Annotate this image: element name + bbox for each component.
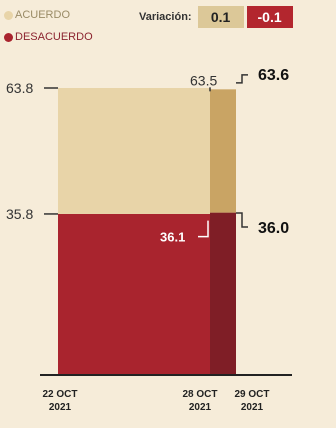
variacion-label: Variación:: [139, 11, 192, 23]
leader-acuerdo-29oct: [236, 74, 248, 84]
leader-desacuerdo-28oct: [198, 220, 209, 238]
legend-item-desacuerdo: DESACUERDO: [4, 26, 93, 48]
leader-desacuerdo-29oct: [236, 212, 248, 228]
category-year-label-1: 2021: [189, 402, 212, 413]
variacion-box: Variación: 0.1 -0.1: [139, 6, 293, 28]
desacuerdo-swatch: [4, 32, 13, 42]
legend-label-desacuerdo: DESACUERDO: [15, 31, 93, 43]
category-year-label-0: 2021: [49, 402, 72, 413]
bar-acuerdo-28oct: [210, 89, 236, 213]
variacion-positive-badge: 0.1: [197, 6, 244, 28]
value-label-acuerdo-29oct: 63.6: [258, 67, 289, 84]
value-label-desacuerdo-28oct: 36.1: [160, 230, 185, 245]
category-label-2: 29 OCT: [234, 389, 269, 400]
category-label-0: 22 OCT: [42, 389, 77, 400]
value-label-acuerdo-22oct: 63.8: [6, 80, 33, 96]
variacion-negative-badge: -0.1: [246, 6, 293, 28]
bar-desacuerdo-22oct: [58, 213, 210, 375]
bar-acuerdo-22oct: [58, 88, 210, 214]
category-label-1: 28 OCT: [182, 389, 217, 400]
legend: ACUERDO DESACUERDO: [4, 4, 93, 48]
legend-label-acuerdo: ACUERDO: [15, 9, 71, 21]
legend-item-acuerdo: ACUERDO: [4, 4, 93, 26]
value-label-desacuerdo-29oct: 36.0: [258, 220, 289, 237]
category-year-label-2: 2021: [241, 402, 264, 413]
bar-desacuerdo-28oct: [210, 212, 236, 375]
acuerdo-swatch: [4, 10, 13, 20]
value-label-desacuerdo-22oct: 35.8: [6, 206, 33, 222]
value-label-acuerdo-28oct: 63.5: [190, 72, 217, 88]
